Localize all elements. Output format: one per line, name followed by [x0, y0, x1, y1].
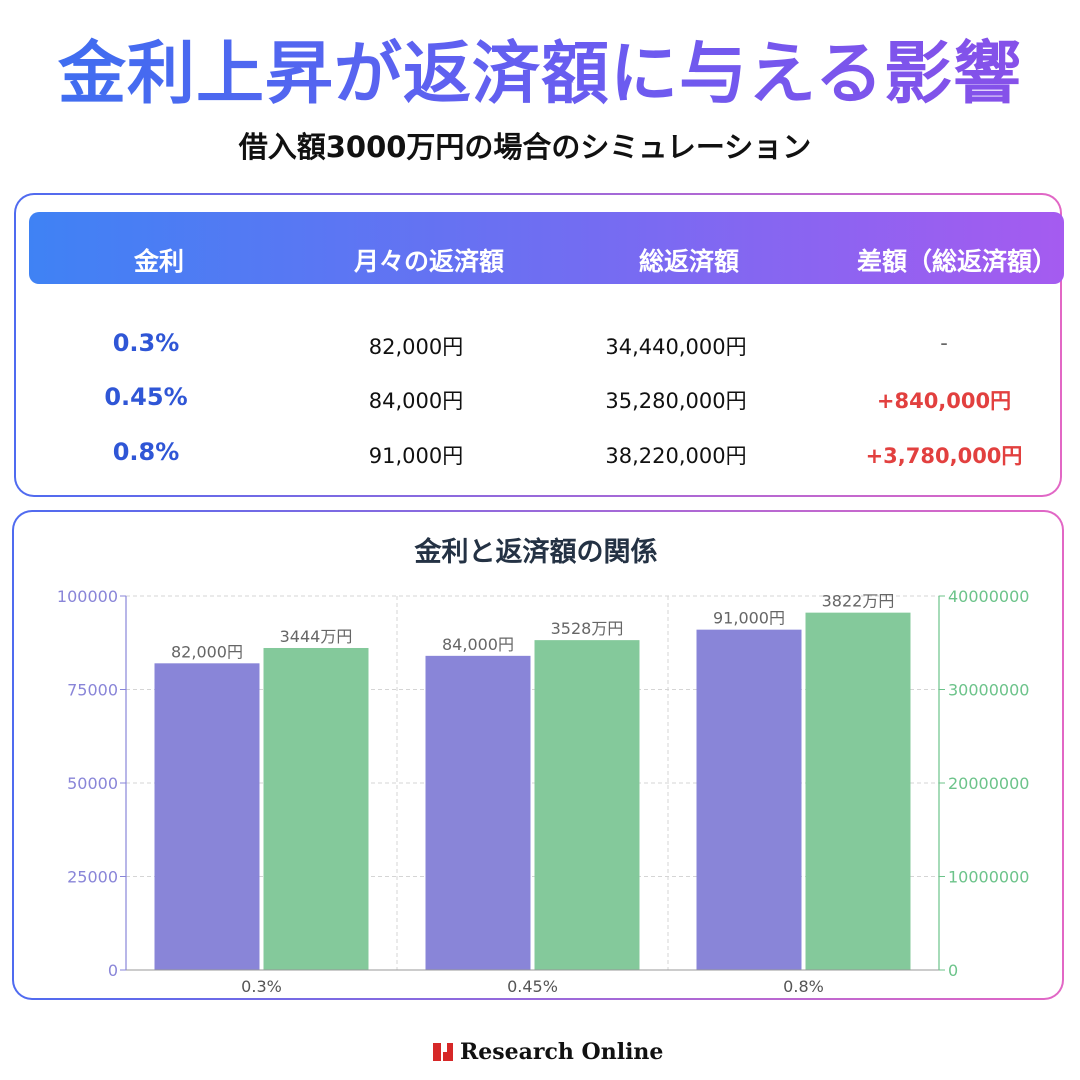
x-tick-label: 0.8%: [783, 977, 824, 994]
bar: [696, 629, 802, 970]
row3-monthly: 91,000円: [368, 444, 464, 468]
page-title: 金利上昇が返済額に与える影響: [0, 18, 1080, 117]
research-online-logo-icon: [432, 1041, 454, 1063]
header-monthly: 月々の返済額: [353, 247, 504, 276]
row1-rate: 0.3%: [112, 329, 180, 357]
row3-diff: +3,780,000円: [865, 444, 1023, 468]
bar-value-label: 84,000円: [442, 635, 514, 654]
bar-value-label: 91,000円: [713, 609, 785, 628]
row1-monthly: 82,000円: [368, 335, 464, 359]
y-left-tick-label: 0: [108, 961, 118, 980]
y-left-tick-label: 100000: [57, 587, 118, 606]
row1-total: 34,440,000円: [605, 335, 747, 359]
table-header: 金利 月々の返済額 総返済額 差額（総返済額）: [29, 212, 1064, 284]
header-diff: 差額（総返済額）: [856, 247, 1057, 276]
bar-chart: 0 25000 50000 75000 100000 0 10000000 20000000 3…: [57, 587, 1030, 994]
chart-card: 金利と返済額の関係 0 25000 50000 75000 100000 0 1000000…: [12, 510, 1064, 1000]
row2-rate: 0.45%: [104, 383, 188, 411]
bar: [154, 663, 260, 970]
x-tick-label: 0.3%: [241, 977, 282, 994]
bar: [534, 640, 640, 970]
y-right-tick-label: 20000000: [948, 774, 1029, 793]
row3-total: 38,220,000円: [605, 444, 747, 468]
bar: [805, 612, 911, 970]
row2-diff: +840,000円: [876, 389, 1012, 413]
row1-diff: -: [940, 331, 948, 355]
y-right-tick-label: 0: [948, 961, 958, 980]
bar-value-label: 82,000円: [171, 642, 243, 661]
y-right-tick-label: 30000000: [948, 681, 1029, 700]
bar-value-label: 3822万円: [822, 592, 895, 611]
header-total: 総返済額: [638, 247, 739, 276]
bar-value-label: 3528万円: [551, 619, 624, 638]
bar-value-label: 3444万円: [280, 627, 353, 646]
bar: [425, 655, 531, 970]
y-right-tick-label: 10000000: [948, 868, 1029, 887]
y-right-tick-label: 40000000: [948, 587, 1029, 606]
row2-monthly: 84,000円: [368, 389, 464, 413]
footer-brand-text: Research Online: [460, 1039, 664, 1065]
bar: [263, 647, 369, 970]
row2-total: 35,280,000円: [605, 389, 747, 413]
page-subtitle: 借入額3000万円の場合のシミュレーション: [238, 130, 812, 164]
y-left-tick-label: 50000: [67, 774, 118, 793]
x-tick-label: 0.45%: [507, 977, 558, 994]
footer-brand: Research Online: [432, 1037, 663, 1067]
chart-title: 金利と返済額の関係: [414, 537, 658, 568]
header-rate: 金利: [133, 247, 184, 276]
y-left-tick-label: 25000: [67, 868, 118, 887]
rate-table-card: 金利 月々の返済額 総返済額 差額（総返済額） 0.3% 82,000円 34,…: [14, 193, 1064, 497]
row3-rate: 0.8%: [112, 438, 180, 466]
y-left-tick-label: 75000: [67, 681, 118, 700]
